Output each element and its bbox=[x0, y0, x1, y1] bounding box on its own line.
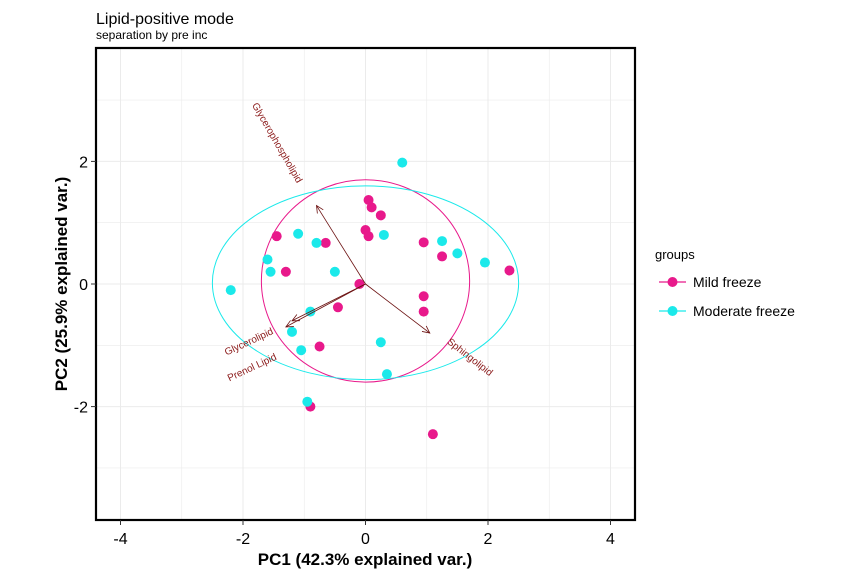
point-moderate-freeze bbox=[381, 369, 392, 380]
point-moderate-freeze bbox=[311, 237, 322, 248]
point-mild-freeze bbox=[504, 265, 515, 276]
point-moderate-freeze bbox=[302, 396, 313, 407]
point-moderate-freeze bbox=[225, 285, 236, 296]
point-mild-freeze bbox=[320, 237, 331, 248]
point-moderate-freeze bbox=[262, 254, 273, 265]
point-moderate-freeze bbox=[293, 228, 304, 239]
x-axis-label: PC1 (42.3% explained var.) bbox=[258, 550, 473, 569]
loading-vectors: Glycerophospholipid Sphingolipid Glyceroli… bbox=[223, 101, 494, 384]
point-moderate-freeze bbox=[397, 157, 408, 168]
point-mild-freeze bbox=[354, 279, 365, 289]
y-tick-label: 2 bbox=[79, 154, 88, 171]
point-mild-freeze bbox=[418, 306, 429, 317]
x-tick-label: 2 bbox=[484, 531, 493, 548]
point-mild-freeze bbox=[366, 202, 377, 213]
chart-subtitle: separation by pre inc bbox=[96, 28, 207, 42]
legend: groups Mild freeze Moderate freeze bbox=[655, 247, 795, 319]
point-mild-freeze bbox=[437, 251, 448, 262]
point-mild-freeze bbox=[314, 341, 325, 352]
point-mild-freeze bbox=[375, 210, 386, 221]
legend-label: Mild freeze bbox=[693, 274, 762, 290]
loading-arrowhead bbox=[285, 320, 294, 328]
point-moderate-freeze bbox=[452, 248, 463, 259]
chart-title: Lipid-positive mode bbox=[96, 11, 234, 28]
loading-arrow bbox=[365, 283, 431, 334]
loading-arrowhead bbox=[421, 325, 431, 334]
x-tick-label: -2 bbox=[236, 531, 250, 548]
point-mild-freeze bbox=[363, 231, 374, 242]
ellipse-moderate-freeze bbox=[211, 185, 520, 381]
point-moderate-freeze bbox=[287, 326, 297, 337]
loading-arrow bbox=[285, 283, 366, 328]
point-mild-freeze bbox=[271, 231, 282, 242]
point-moderate-freeze bbox=[437, 236, 448, 247]
y-axis-label: PC2 (25.9% explained var.) bbox=[52, 177, 71, 392]
legend-label: Moderate freeze bbox=[693, 303, 795, 319]
point-mild-freeze bbox=[332, 302, 343, 313]
loading-arrow bbox=[291, 283, 366, 322]
y-tick-label: 0 bbox=[79, 277, 88, 294]
x-tick-label: 4 bbox=[606, 531, 615, 548]
point-mild-freeze bbox=[418, 237, 429, 248]
legend-title: groups bbox=[655, 247, 695, 262]
point-moderate-freeze bbox=[265, 266, 276, 277]
point-moderate-freeze bbox=[375, 337, 386, 348]
loading-arrow bbox=[316, 205, 366, 285]
loading-label: Glycerophospholipid bbox=[249, 101, 304, 185]
y-axis-ticks: -2 0 2 bbox=[74, 154, 96, 417]
loading-label: Prenol Lipid bbox=[226, 352, 279, 384]
loading-label: Sphingolipid bbox=[445, 337, 495, 379]
legend-key-point bbox=[667, 306, 678, 316]
group-ellipses bbox=[211, 179, 520, 383]
point-mild-freeze bbox=[427, 429, 438, 440]
loading-arrowhead bbox=[316, 204, 324, 214]
legend-key-point bbox=[667, 277, 678, 287]
point-mild-freeze bbox=[418, 291, 429, 302]
point-moderate-freeze bbox=[296, 345, 307, 356]
x-tick-label: 0 bbox=[361, 531, 370, 548]
point-mild-freeze bbox=[280, 266, 291, 277]
ellipse-mild-freeze bbox=[260, 179, 471, 383]
x-axis-ticks: -4 -2 0 2 4 bbox=[113, 520, 615, 548]
point-moderate-freeze bbox=[378, 229, 389, 240]
x-tick-label: -4 bbox=[113, 531, 127, 548]
point-moderate-freeze bbox=[479, 257, 490, 268]
loading-label: Glycerolipid bbox=[223, 326, 275, 358]
point-moderate-freeze bbox=[329, 266, 340, 277]
y-tick-label: -2 bbox=[74, 400, 88, 417]
data-points bbox=[225, 157, 515, 440]
